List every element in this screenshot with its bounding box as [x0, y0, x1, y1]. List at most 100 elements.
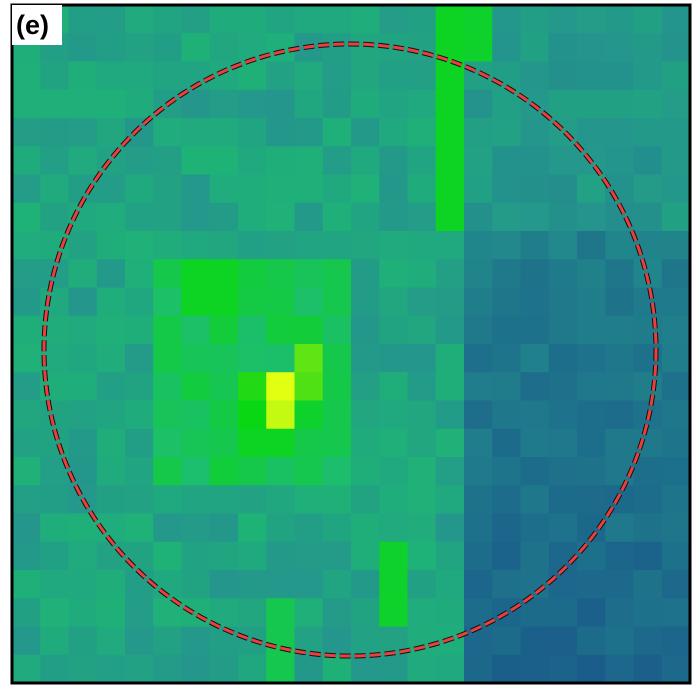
pixel-cell: [125, 344, 154, 373]
pixel-cell: [436, 457, 465, 486]
page: (e) (() => { const data = JSON.parse(doc…: [0, 0, 694, 685]
pixel-cell: [521, 372, 550, 401]
pixel-cell: [12, 62, 41, 91]
pixel-cell: [605, 118, 634, 147]
pixel-cell: [153, 259, 182, 288]
pixel-cell: [295, 485, 324, 514]
pixel-cell: [605, 372, 634, 401]
pixel-cell: [153, 627, 182, 656]
pixel-cell: [125, 175, 154, 204]
pixel-cell: [351, 146, 380, 175]
pixel-cell: [210, 570, 239, 599]
pixel-cell: [634, 146, 663, 175]
pixel-cell: [577, 175, 606, 204]
pixel-cell: [351, 514, 380, 543]
pixel-cell: [379, 62, 408, 91]
pixel-cell: [577, 570, 606, 599]
pixel-cell: [634, 175, 663, 204]
pixel-cell: [605, 288, 634, 317]
pixel-cell: [323, 231, 352, 260]
pixel-cell: [182, 372, 211, 401]
pixel-cell: [40, 146, 69, 175]
pixel-cell: [492, 401, 521, 430]
pixel-cell: [323, 401, 352, 430]
pixel-cell: [408, 514, 437, 543]
pixel-cell: [125, 514, 154, 543]
pixel-cell: [323, 33, 352, 62]
pixel-cell: [549, 570, 578, 599]
pixel-cell: [12, 146, 41, 175]
pixel-cell: [351, 316, 380, 345]
pixel-cell: [408, 627, 437, 656]
pixel-cell: [40, 90, 69, 119]
pixel-cell: [351, 288, 380, 317]
pixel-cell: [549, 203, 578, 232]
pixel-cell: [379, 457, 408, 486]
pixel-cell: [549, 401, 578, 430]
pixel-cell: [549, 372, 578, 401]
pixel-cell: [436, 542, 465, 571]
pixel-cell: [577, 288, 606, 317]
pixel-cell: [464, 175, 493, 204]
pixel-cell: [577, 344, 606, 373]
pixel-cell: [12, 90, 41, 119]
pixel-cell: [436, 146, 465, 175]
pixel-cell: [238, 316, 267, 345]
pixel-cell: [323, 316, 352, 345]
pixel-cell: [69, 90, 98, 119]
pixel-cell: [40, 118, 69, 147]
pixel-cell: [662, 231, 691, 260]
pixel-cell: [521, 33, 550, 62]
pixel-cell: [182, 33, 211, 62]
pixel-cell: [40, 627, 69, 656]
pixel-cell: [521, 429, 550, 458]
pixel-cell: [40, 598, 69, 627]
pixel-cell: [266, 90, 295, 119]
pixel-cell: [238, 203, 267, 232]
pixel-cell: [12, 288, 41, 317]
pixel-cell: [125, 288, 154, 317]
pixel-cell: [182, 514, 211, 543]
pixel-cell: [238, 146, 267, 175]
pixel-cell: [295, 372, 324, 401]
pixel-cell: [266, 316, 295, 345]
pixel-cell: [436, 401, 465, 430]
pixel-cell: [210, 203, 239, 232]
pixel-cell: [210, 316, 239, 345]
pixel-cell: [549, 118, 578, 147]
pixel-cell: [125, 627, 154, 656]
pixel-cell: [125, 485, 154, 514]
pixel-cell: [266, 598, 295, 627]
pixel-cell: [238, 344, 267, 373]
pixel-cell: [182, 457, 211, 486]
pixel-cell: [492, 429, 521, 458]
pixel-cell: [464, 90, 493, 119]
pixel-cell: [351, 570, 380, 599]
pixel-cell: [464, 570, 493, 599]
pixel-cell: [351, 344, 380, 373]
pixel-cell: [492, 316, 521, 345]
pixel-cell: [605, 259, 634, 288]
pixel-cell: [97, 259, 126, 288]
pixel-cell: [323, 372, 352, 401]
pixel-cell: [12, 203, 41, 232]
pixel-cell: [210, 146, 239, 175]
pixel-cell: [295, 344, 324, 373]
pixel-cell: [662, 5, 691, 34]
pixel-cell: [662, 33, 691, 62]
pixel-cell: [69, 429, 98, 458]
pixel-cell: [549, 429, 578, 458]
pixel-cell: [408, 118, 437, 147]
pixel-cell: [351, 90, 380, 119]
pixel-cell: [295, 429, 324, 458]
pixel-cell: [69, 33, 98, 62]
pixel-cell: [492, 5, 521, 34]
pixel-cell: [634, 598, 663, 627]
pixel-cell: [238, 5, 267, 34]
pixel-cell: [153, 485, 182, 514]
pixel-cell: [125, 457, 154, 486]
pixel-cell: [662, 288, 691, 317]
pixel-cell: [577, 655, 606, 684]
pixel-cell: [351, 542, 380, 571]
pixel-cell: [492, 372, 521, 401]
